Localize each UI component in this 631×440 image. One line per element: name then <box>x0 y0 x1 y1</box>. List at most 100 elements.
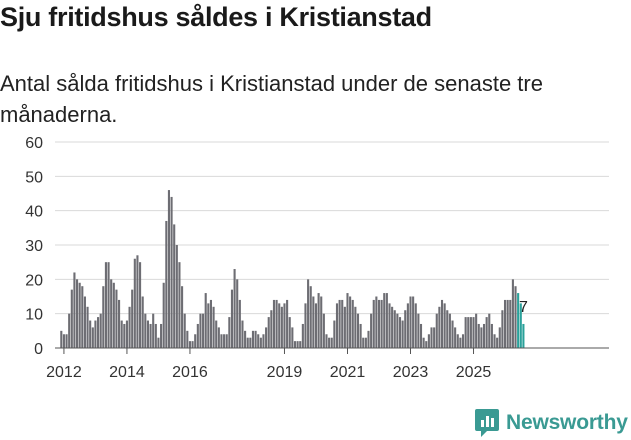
bar <box>320 296 323 348</box>
bar <box>123 323 126 348</box>
bar <box>181 286 184 348</box>
bar <box>519 303 522 348</box>
bar <box>485 317 488 348</box>
bar <box>230 289 234 348</box>
bar <box>433 327 436 348</box>
bar <box>380 299 383 348</box>
bar <box>496 337 499 348</box>
bar <box>372 299 375 348</box>
bar <box>514 286 517 348</box>
bar <box>490 323 493 348</box>
bar <box>467 317 470 348</box>
bar <box>335 303 339 348</box>
bar <box>167 190 171 348</box>
bar <box>391 306 394 348</box>
bar <box>118 299 121 348</box>
bar <box>341 299 344 348</box>
brand-name: Newsworthy <box>506 411 628 434</box>
bar <box>351 299 354 348</box>
bar <box>425 341 428 348</box>
bar <box>362 337 365 348</box>
bar <box>249 337 252 348</box>
bar <box>78 282 81 348</box>
bar <box>354 306 357 348</box>
bar <box>446 310 449 348</box>
bar <box>451 320 454 348</box>
bar <box>251 330 255 348</box>
bar <box>225 334 228 348</box>
bar <box>83 296 86 348</box>
bar <box>233 269 236 348</box>
bar <box>262 334 265 348</box>
x-tick-label: 2023 <box>393 364 429 381</box>
bar <box>238 299 241 348</box>
bar <box>244 330 247 348</box>
bar <box>267 317 270 348</box>
bar <box>191 341 194 348</box>
bar <box>367 330 370 348</box>
bar <box>131 289 134 348</box>
bar <box>370 313 373 348</box>
bar <box>448 313 451 348</box>
bar <box>160 323 163 348</box>
bar <box>440 299 444 348</box>
bar <box>459 337 462 348</box>
bar <box>141 296 144 348</box>
bar <box>480 327 483 348</box>
bar <box>509 299 512 348</box>
bar <box>68 313 71 348</box>
chart-title: Sju fritidshus såldes i Kristianstad <box>0 2 432 32</box>
bar <box>503 299 507 348</box>
bar <box>414 303 417 348</box>
bar <box>275 299 278 348</box>
bar <box>312 296 315 348</box>
bar <box>112 282 115 348</box>
bar <box>236 279 239 348</box>
bar <box>102 286 105 348</box>
bar <box>215 320 218 348</box>
y-tick-label: 0 <box>34 341 43 358</box>
bar <box>364 337 367 348</box>
bar <box>115 289 118 348</box>
bar <box>104 262 107 348</box>
bar <box>246 337 249 348</box>
y-tick-label: 50 <box>25 169 43 186</box>
bar <box>228 317 231 348</box>
bar <box>346 293 349 348</box>
bar <box>304 303 307 348</box>
bar <box>435 313 438 348</box>
bar <box>343 306 346 348</box>
bar <box>317 293 320 348</box>
x-tick-label: 2025 <box>456 364 492 381</box>
y-tick-label: 60 <box>25 135 43 152</box>
bar <box>254 330 257 348</box>
bar <box>393 310 396 348</box>
bar <box>241 320 244 348</box>
bar <box>385 293 388 348</box>
bar <box>498 327 501 348</box>
bar <box>280 306 283 348</box>
bar <box>383 293 386 348</box>
x-tick-label: 2016 <box>172 364 208 381</box>
bar <box>291 327 294 348</box>
bar <box>270 310 273 348</box>
bar <box>375 296 378 348</box>
bar <box>152 313 155 348</box>
bar <box>443 303 446 348</box>
bar <box>309 286 312 348</box>
bar <box>278 303 281 348</box>
bar <box>220 334 223 348</box>
bar <box>296 341 299 348</box>
bar <box>154 323 157 348</box>
bar <box>349 296 352 348</box>
bar <box>283 303 286 348</box>
bar <box>128 306 131 348</box>
bar <box>417 313 420 348</box>
bar <box>62 334 65 348</box>
bar <box>401 320 404 348</box>
bar <box>333 320 336 348</box>
bar <box>482 323 486 348</box>
bar <box>107 262 110 348</box>
bar <box>162 282 165 348</box>
